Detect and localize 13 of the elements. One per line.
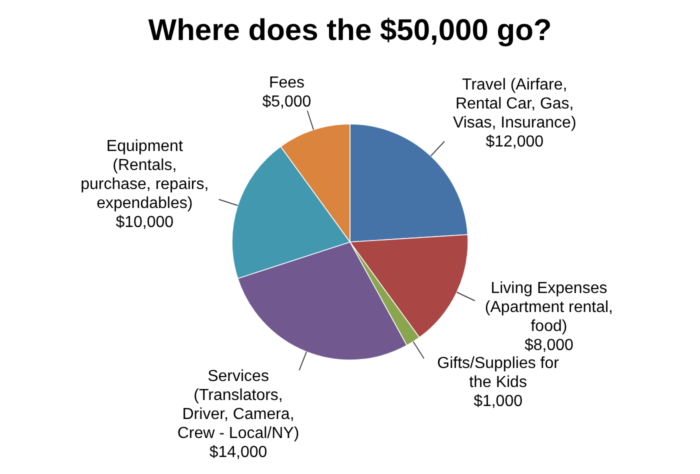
slice-label: Gifts/Supplies for the Kids (437, 355, 560, 392)
slice-label: Travel (Airfare, Rental Car, Gas, Visas, Insurance) (452, 76, 576, 132)
data-label: $14,000 (209, 444, 268, 461)
data-label: $5,000 (262, 94, 312, 111)
slice-label: Fees (268, 74, 305, 92)
data-label: $12,000 (486, 134, 544, 151)
data-label: $10,000 (116, 214, 174, 232)
chart-title: Where does the $50,000 go? (148, 14, 552, 47)
slice-label: Services (Translators, Driver, Camera, Crew - Local/NY) (177, 368, 300, 442)
slice-label: Living Expenses (Apartment rental, food) (484, 280, 613, 335)
slice-label: Equipment (Rentals, purchase, repairs, expendables) (80, 138, 209, 212)
data-label: $1,000 (474, 393, 523, 410)
data-label: $8,000 (524, 336, 574, 354)
